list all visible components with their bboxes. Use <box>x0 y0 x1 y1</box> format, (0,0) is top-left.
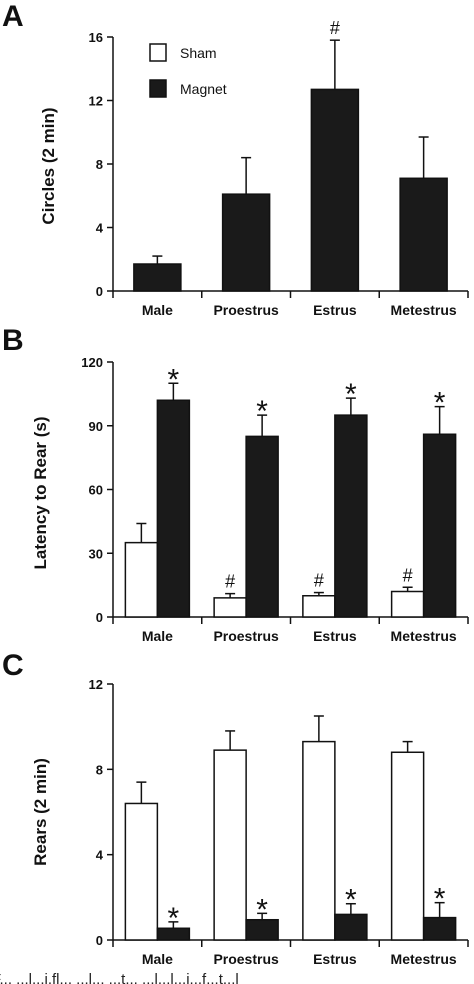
x-tick-label: Estrus <box>313 302 357 318</box>
panel-b: B Latency to Rear (s) 0 30 60 90 120 Male Proe… <box>2 324 469 644</box>
bar <box>213 749 247 941</box>
y-axis-label: Rears (2 min) <box>31 758 50 866</box>
significance-star: * <box>256 893 268 926</box>
y-tick-label: 0 <box>96 933 103 948</box>
bar <box>310 88 360 292</box>
y-tick-label: 4 <box>96 848 104 863</box>
y-tick-label: 0 <box>96 284 103 299</box>
x-tick-label: Metestrus <box>391 628 457 644</box>
bar <box>213 597 247 618</box>
x-tick-label: Proestrus <box>213 302 279 318</box>
x-tick-label: Proestrus <box>213 951 279 967</box>
legend: Sham Magnet <box>149 43 227 98</box>
bar <box>302 740 336 941</box>
significance-hash: # <box>225 572 235 592</box>
significance-star: * <box>168 363 180 396</box>
y-tick-label: 16 <box>89 30 103 45</box>
x-tick-label: Estrus <box>313 628 357 644</box>
bar <box>399 177 448 292</box>
bar <box>390 590 425 618</box>
x-tick-label: Male <box>142 628 173 644</box>
bar <box>422 433 457 618</box>
panel-letter: B <box>2 324 24 357</box>
bar <box>334 414 368 618</box>
y-tick-label: 4 <box>96 221 104 236</box>
legend-swatch-magnet <box>149 79 167 98</box>
significance-star: * <box>168 902 180 935</box>
bar <box>133 263 182 292</box>
significance-star: * <box>345 378 357 411</box>
bar <box>422 916 457 941</box>
y-tick-label: 30 <box>89 546 103 561</box>
y-tick-label: 8 <box>96 762 103 777</box>
significance-hash: # <box>403 565 413 585</box>
x-tick-label: Male <box>142 951 173 967</box>
y-tick-label: 60 <box>89 483 103 498</box>
x-tick-label: Metestrus <box>391 302 457 318</box>
y-tick-label: 12 <box>89 94 103 109</box>
bar <box>302 595 336 618</box>
significance-star: * <box>256 395 268 428</box>
legend-label-magnet: Magnet <box>180 81 227 97</box>
bar <box>221 193 271 292</box>
panel-a: A Circles (2 min) Sham Magnet 0 4 8 12 16 Mal… <box>2 0 469 318</box>
significance-star: * <box>434 883 446 916</box>
significance-hash: # <box>314 571 324 591</box>
y-axis-label: Latency to Rear (s) <box>31 416 50 569</box>
y-axis-label: Circles (2 min) <box>39 107 58 224</box>
y-tick-label: 120 <box>81 355 103 370</box>
bar <box>334 913 368 941</box>
y-tick-label: 12 <box>89 677 103 692</box>
significance-hash: # <box>330 18 340 38</box>
legend-label-sham: Sham <box>180 45 217 61</box>
x-tick-label: Male <box>142 302 173 318</box>
bar <box>390 751 425 941</box>
panel-letter: C <box>2 649 24 682</box>
caption-fragment: F... ...l...i.fl... ...l... ...t... ...l… <box>0 971 239 984</box>
legend-swatch-sham <box>149 43 167 62</box>
bar <box>156 399 191 618</box>
x-tick-label: Metestrus <box>391 951 457 967</box>
bar <box>245 435 279 618</box>
x-tick-label: Proestrus <box>213 628 279 644</box>
y-tick-label: 90 <box>89 419 103 434</box>
panel-c: C Rears (2 min) 0 4 8 12 Male Proestrus Estrus… <box>2 649 469 967</box>
bar <box>124 541 159 618</box>
significance-star: * <box>434 387 446 420</box>
y-tick-label: 8 <box>96 157 103 172</box>
x-tick-label: Estrus <box>313 951 357 967</box>
panel-letter: A <box>2 0 24 33</box>
significance-star: * <box>345 884 357 917</box>
y-tick-label: 0 <box>96 610 103 625</box>
bar <box>124 802 159 941</box>
